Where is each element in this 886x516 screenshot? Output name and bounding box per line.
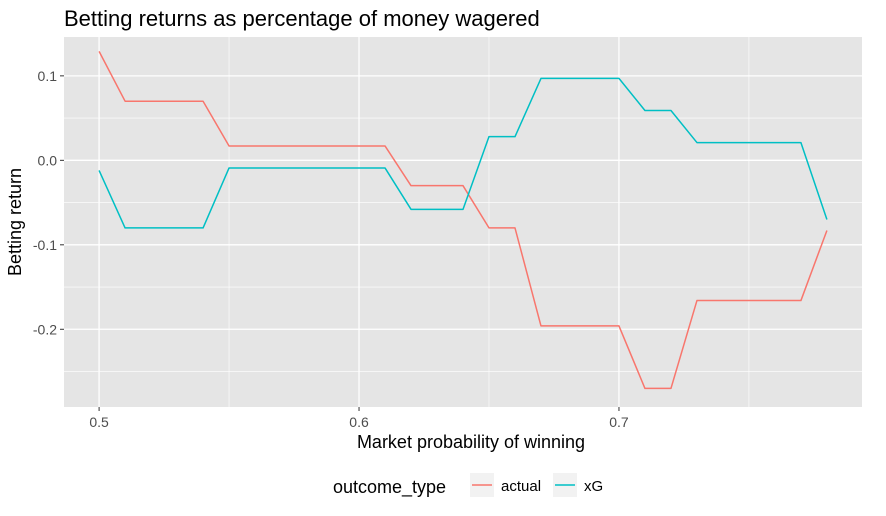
legend: outcome_type actual xG [333, 473, 603, 498]
series-layer [98, 51, 828, 390]
legend-title: outcome_type [333, 477, 446, 498]
chart-title: Betting returns as percentage of money w… [64, 6, 540, 31]
y-axis-title: Betting return [5, 168, 25, 276]
legend-label-xG: xG [584, 478, 603, 495]
panel-background [64, 37, 862, 407]
series-line-xG [98, 77, 828, 229]
x-axis-title: Market probability of winning [357, 432, 585, 452]
x-tick-label: 0.5 [89, 414, 109, 430]
y-tick-label: -0.1 [33, 237, 57, 253]
x-tick-label: 0.6 [349, 414, 369, 430]
plot-panel [64, 37, 862, 407]
x-tick-label: 0.7 [609, 414, 629, 430]
y-tick-label: -0.2 [33, 321, 57, 337]
legend-label-actual: actual [501, 478, 541, 495]
y-tick-label: 0.0 [38, 152, 58, 168]
y-tick-label: 0.1 [38, 68, 58, 84]
axes: 0.5 0.6 0.7 0.1 0.0 -0.1 -0.2 [33, 68, 629, 430]
series-line-actual [98, 51, 828, 390]
